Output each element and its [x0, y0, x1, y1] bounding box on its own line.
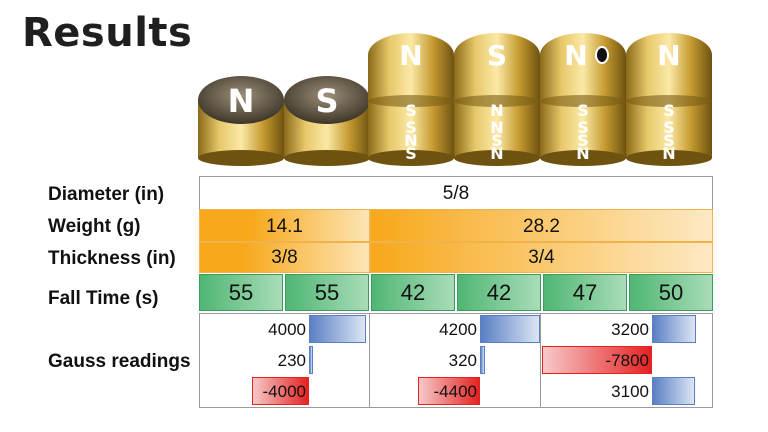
gauss-bar-1-1: [309, 315, 366, 343]
gauss-bar-2-2: [480, 346, 485, 374]
magnet-stack-1: N S S N S: [368, 33, 454, 166]
weight-bar-double: [370, 209, 713, 242]
gauss-bar-2-3: [418, 377, 480, 405]
fall-time-1: 55: [199, 274, 283, 311]
gauss-value-2-2: 320: [448, 351, 477, 370]
magnet-2: S: [284, 76, 370, 166]
stack-3-mid-label: S: [577, 101, 589, 120]
gauss-value-3-2: -7800: [605, 351, 649, 370]
fall-time-6: 50: [629, 274, 713, 311]
stack-2-mid-label: N: [490, 101, 503, 120]
thickness-bar-double: [370, 242, 713, 273]
magnet-1: N: [198, 76, 284, 166]
stack-3-low-label-3: N: [576, 144, 589, 163]
gauss-value-1-2: 230: [277, 351, 306, 370]
gauss-value-1-3: -4000: [262, 382, 306, 401]
stack-3-low-label-2: S: [577, 131, 589, 150]
marker-dot-icon: [595, 46, 609, 64]
stack-2-top-label: S: [487, 39, 507, 72]
gauss-value-2-3: -4400: [433, 382, 477, 401]
gauss-value-2-1: 4200: [439, 320, 477, 339]
gauss-bar-3-1: [652, 315, 696, 343]
stack-1-low-label-1: S: [405, 118, 417, 137]
magnet-stack-3: N S S S N: [540, 33, 626, 166]
diameter-value: 5/8: [442, 183, 470, 204]
fall-time-label: Fall Time (s): [48, 288, 159, 309]
gauss-value-1-1: 4000: [268, 320, 306, 339]
thickness-value-single: 3/8: [271, 247, 298, 268]
gauss-bar-2-1: [480, 315, 540, 343]
gauss-bar-1-3: [252, 377, 309, 405]
stack-3-top-label: N: [564, 39, 587, 72]
weight-bar-single: [199, 209, 370, 242]
fall-time-5: 47: [543, 274, 627, 311]
thickness-bar-single: [199, 242, 370, 273]
diameter-label: Diameter (in): [48, 184, 165, 205]
stack-4-low-label-2: S: [663, 131, 675, 150]
stack-4-top-label: N: [657, 39, 680, 72]
gauss-label: Gauss readings: [48, 351, 191, 372]
stack-1-low-label-3: S: [405, 144, 417, 163]
magnet-1-top-label: N: [228, 82, 255, 120]
magnet-2-top-label: S: [315, 82, 338, 120]
stack-2-low-label-2: S: [491, 131, 503, 150]
thickness-label: Thickness (in): [48, 248, 176, 269]
stack-4-mid-label: S: [663, 101, 675, 120]
stack-2-low-label-3: N: [490, 144, 503, 163]
stack-1-top-label: N: [399, 39, 422, 72]
stack-4-low-label-1: S: [663, 118, 675, 137]
weight-value-single: 14.1: [266, 216, 303, 237]
stack-1-mid-label: S: [405, 101, 417, 120]
weight-label: Weight (g): [48, 216, 141, 237]
gauss-block-3: [540, 313, 713, 408]
stack-2-low-label-1: N: [490, 118, 503, 137]
gauss-value-3-3: 3100: [611, 382, 649, 401]
weight-value-double: 28.2: [523, 216, 560, 237]
stack-1-low-label-2: N: [404, 131, 417, 150]
thickness-value-double: 3/4: [528, 247, 555, 268]
magnet-stack-2: S N N S N: [454, 33, 540, 166]
gauss-bar-1-2: [309, 346, 313, 374]
stack-3-low-label-1: S: [577, 118, 589, 137]
magnets-illustration: N S N S S N S S N N S N N: [198, 33, 712, 166]
fall-time-3: 42: [371, 274, 455, 311]
gauss-bar-3-2: [542, 346, 652, 374]
magnet-stack-4: N S S S N: [626, 33, 712, 166]
stack-4-low-label-3: N: [662, 144, 675, 163]
fall-time-4: 42: [457, 274, 541, 311]
fall-time-2: 55: [285, 274, 369, 311]
gauss-value-3-1: 3200: [611, 320, 649, 339]
gauss-bar-3-3: [652, 377, 695, 405]
page-title: Results: [22, 10, 193, 56]
